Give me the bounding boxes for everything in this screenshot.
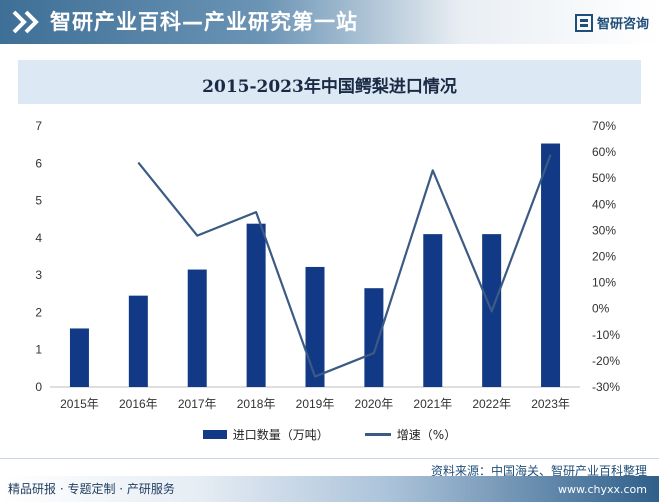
bar bbox=[128, 295, 148, 387]
y-right-tick-label: 20% bbox=[592, 250, 616, 264]
brand-logo: 智研咨询 bbox=[574, 13, 649, 32]
brand-mark-icon bbox=[574, 13, 593, 32]
footer-divider bbox=[0, 458, 659, 459]
x-tick-label: 2023年 bbox=[531, 397, 570, 411]
legend-bar-label: 进口数量（万吨） bbox=[232, 427, 329, 442]
y-right-tick-label: 40% bbox=[592, 197, 616, 211]
y-right-tick-label: -30% bbox=[592, 380, 620, 394]
x-tick-label: 2015年 bbox=[60, 397, 99, 411]
double-chevron-icon bbox=[12, 10, 39, 34]
legend-item-line: 增速（%） bbox=[364, 426, 457, 443]
y-left-tick-label: 1 bbox=[35, 343, 42, 357]
source-note: 资料来源：中国海关、智研产业百科整理 bbox=[430, 464, 647, 478]
chart-title-band: 2015-2023年中国鳄梨进口情况 bbox=[18, 60, 641, 104]
x-tick-label: 2018年 bbox=[237, 397, 276, 411]
y-right-tick-label: -10% bbox=[592, 328, 620, 342]
x-tick-label: 2017年 bbox=[178, 397, 217, 411]
legend-line-swatch bbox=[364, 432, 391, 436]
y-right-tick-label: 70% bbox=[592, 119, 616, 133]
bar bbox=[364, 288, 384, 387]
header-bar: 智研产业百科—产业研究第一站 智研咨询 bbox=[0, 0, 659, 44]
bar bbox=[541, 143, 561, 387]
y-left-tick-label: 2 bbox=[35, 305, 42, 319]
y-right-tick-label: 0% bbox=[592, 302, 610, 316]
chart-title: 2015-2023年中国鳄梨进口情况 bbox=[202, 77, 457, 97]
footer: 资料来源：中国海关、智研产业百科整理 精品研报 · 专题定制 · 产研服务 ww… bbox=[0, 458, 659, 502]
x-tick-label: 2022年 bbox=[472, 397, 511, 411]
footer-services: 精品研报 · 专题定制 · 产研服务 bbox=[8, 482, 175, 496]
legend-bar-swatch bbox=[202, 429, 227, 439]
legend-line-label: 增速（%） bbox=[396, 427, 457, 442]
x-tick-label: 2016年 bbox=[119, 397, 158, 411]
x-tick-label: 2020年 bbox=[355, 397, 394, 411]
y-left-tick-label: 5 bbox=[35, 194, 42, 208]
y-left-tick-label: 3 bbox=[35, 268, 42, 282]
y-left-tick-label: 4 bbox=[35, 231, 42, 245]
brand-name: 智研咨询 bbox=[596, 17, 649, 32]
growth-rate-line bbox=[137, 154, 552, 378]
bar bbox=[305, 266, 325, 387]
y-right-tick-label: 10% bbox=[592, 276, 616, 290]
legend: 进口数量（万吨） 增速（%） bbox=[0, 424, 659, 444]
bar bbox=[187, 269, 207, 387]
footer-url: www.chyxx.com bbox=[557, 483, 647, 496]
chart-area: 0 1 2 3 4 5 6 7 -30% -20% -10% 0% 10% 20% 30% 40% 50% 60%… bbox=[35, 119, 620, 411]
x-tick-label: 2019年 bbox=[296, 397, 335, 411]
y-right-tick-label: 30% bbox=[592, 223, 616, 237]
legend-item-bar: 进口数量（万吨） bbox=[202, 426, 329, 443]
footer-band: 精品研报 · 专题定制 · 产研服务 www.chyxx.com bbox=[0, 476, 659, 502]
y-right-tick-label: -20% bbox=[592, 354, 620, 368]
x-tick-label: 2021年 bbox=[413, 397, 452, 411]
y-left-tick-label: 7 bbox=[35, 119, 42, 133]
bar bbox=[246, 223, 266, 387]
y-right-tick-label: 60% bbox=[592, 145, 616, 159]
y-left-tick-label: 6 bbox=[35, 156, 42, 170]
y-right-tick-label: 50% bbox=[592, 171, 616, 185]
bar bbox=[423, 234, 443, 387]
header-title: 智研产业百科—产业研究第一站 bbox=[50, 10, 358, 34]
y-left-tick-label: 0 bbox=[35, 380, 42, 394]
bar bbox=[69, 328, 89, 387]
